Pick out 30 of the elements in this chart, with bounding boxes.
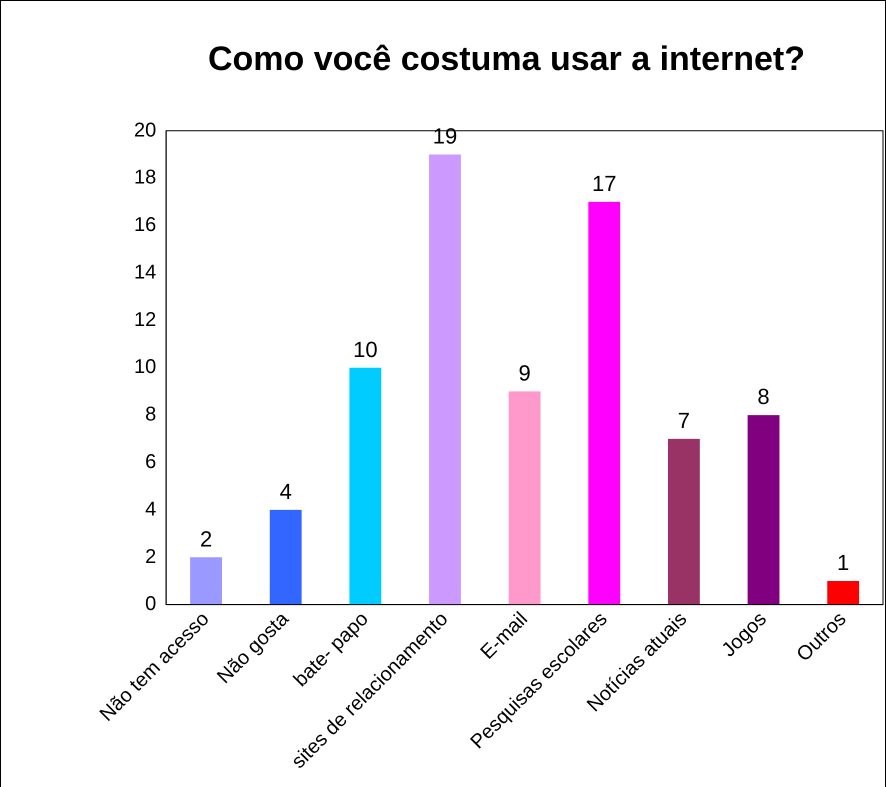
bar [349, 368, 382, 605]
bar [748, 415, 780, 605]
bar [668, 438, 700, 605]
y-tick-label: 18 [134, 166, 156, 189]
y-tick-label: 8 [145, 404, 156, 426]
y-tick-label: 12 [134, 308, 156, 331]
y-tick-label: 2 [145, 546, 156, 568]
y-tick-label: 10 [134, 356, 156, 378]
bar [827, 580, 860, 605]
data-label: 7 [678, 408, 690, 433]
data-label: 4 [280, 478, 292, 504]
data-label: 10 [353, 336, 378, 362]
bar [270, 510, 302, 605]
data-label: 9 [518, 360, 531, 386]
bar [588, 202, 620, 605]
data-label: 1 [837, 550, 850, 576]
y-tick-label: 16 [134, 214, 156, 236]
data-label: 19 [432, 124, 458, 149]
y-tick-label: 6 [145, 451, 156, 474]
chart-title: Como você costuma usar a internet? [208, 40, 806, 78]
bar [429, 154, 461, 605]
bar [190, 557, 222, 605]
data-label: 2 [200, 526, 212, 552]
y-tick-label: 14 [134, 261, 156, 284]
y-tick-label: 20 [134, 119, 156, 142]
y-tick-label: 4 [145, 498, 156, 520]
data-label: 17 [592, 170, 617, 196]
y-tick-label: 0 [145, 593, 156, 616]
data-label: 8 [757, 384, 770, 410]
bar [508, 391, 541, 605]
